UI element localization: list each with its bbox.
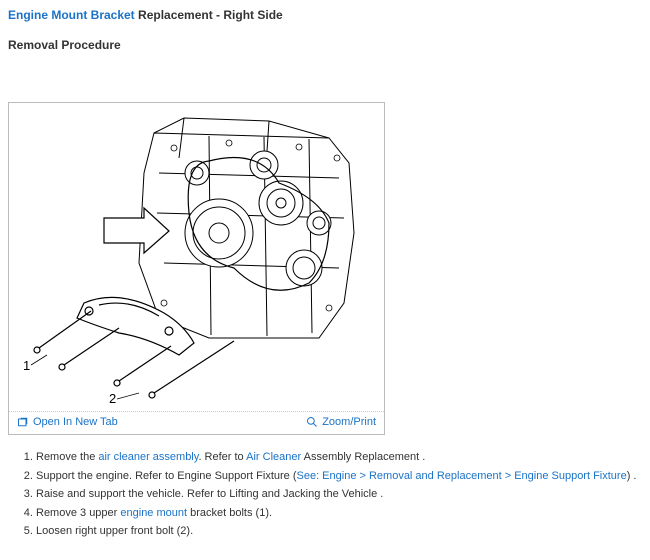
zoom-print-link[interactable]: Zoom/Print xyxy=(306,416,376,428)
section-heading: Removal Procedure xyxy=(8,38,642,52)
engine-svg xyxy=(9,103,384,411)
figure-toolbar: Open In New Tab Zoom/Print xyxy=(9,411,384,434)
step-item: Loosen right upper front bolt (2). xyxy=(36,523,642,541)
step-item: Remove the air cleaner assembly. Refer t… xyxy=(36,449,642,467)
engine-diagram: 1 2 xyxy=(9,103,384,411)
step-item: Support the engine. Refer to Engine Supp… xyxy=(36,468,642,486)
step-text: Remove the xyxy=(36,451,98,463)
zoom-print-label: Zoom/Print xyxy=(322,416,376,428)
title-link[interactable]: Engine Mount Bracket xyxy=(8,8,135,22)
step-text: ) . xyxy=(627,470,637,482)
procedure-steps: Remove the air cleaner assembly. Refer t… xyxy=(8,449,642,541)
step-text: . Refer to xyxy=(198,451,246,463)
page-title: Engine Mount Bracket Replacement - Right… xyxy=(8,8,642,22)
callout-1: 1 xyxy=(23,358,30,373)
title-rest: Replacement - Right Side xyxy=(135,8,283,22)
step-text: Loosen right upper front bolt (2). xyxy=(36,525,193,537)
open-new-tab-icon xyxy=(17,416,29,428)
air-cleaner-assembly-link[interactable]: air cleaner assembly xyxy=(98,451,198,463)
step-item: Raise and support the vehicle. Refer to … xyxy=(36,486,642,504)
step-text: bracket bolts (1). xyxy=(187,507,272,519)
air-cleaner-link[interactable]: Air Cleaner xyxy=(246,451,301,463)
open-new-tab-link[interactable]: Open In New Tab xyxy=(17,416,118,428)
engine-support-fixture-link[interactable]: See: Engine > Removal and Replacement > … xyxy=(297,470,627,482)
zoom-icon xyxy=(306,416,318,428)
engine-mount-link[interactable]: engine mount xyxy=(120,507,187,519)
step-text: Raise and support the vehicle. Refer to … xyxy=(36,488,383,500)
callout-2: 2 xyxy=(109,391,116,406)
step-text: Remove 3 upper xyxy=(36,507,120,519)
open-new-tab-label: Open In New Tab xyxy=(33,416,118,428)
step-text: Assembly Replacement . xyxy=(301,451,425,463)
step-item: Remove 3 upper engine mount bracket bolt… xyxy=(36,505,642,523)
step-text: Support the engine. Refer to Engine Supp… xyxy=(36,470,297,482)
figure-container: 1 2 Open In New Tab Zoom/Print xyxy=(8,102,385,435)
